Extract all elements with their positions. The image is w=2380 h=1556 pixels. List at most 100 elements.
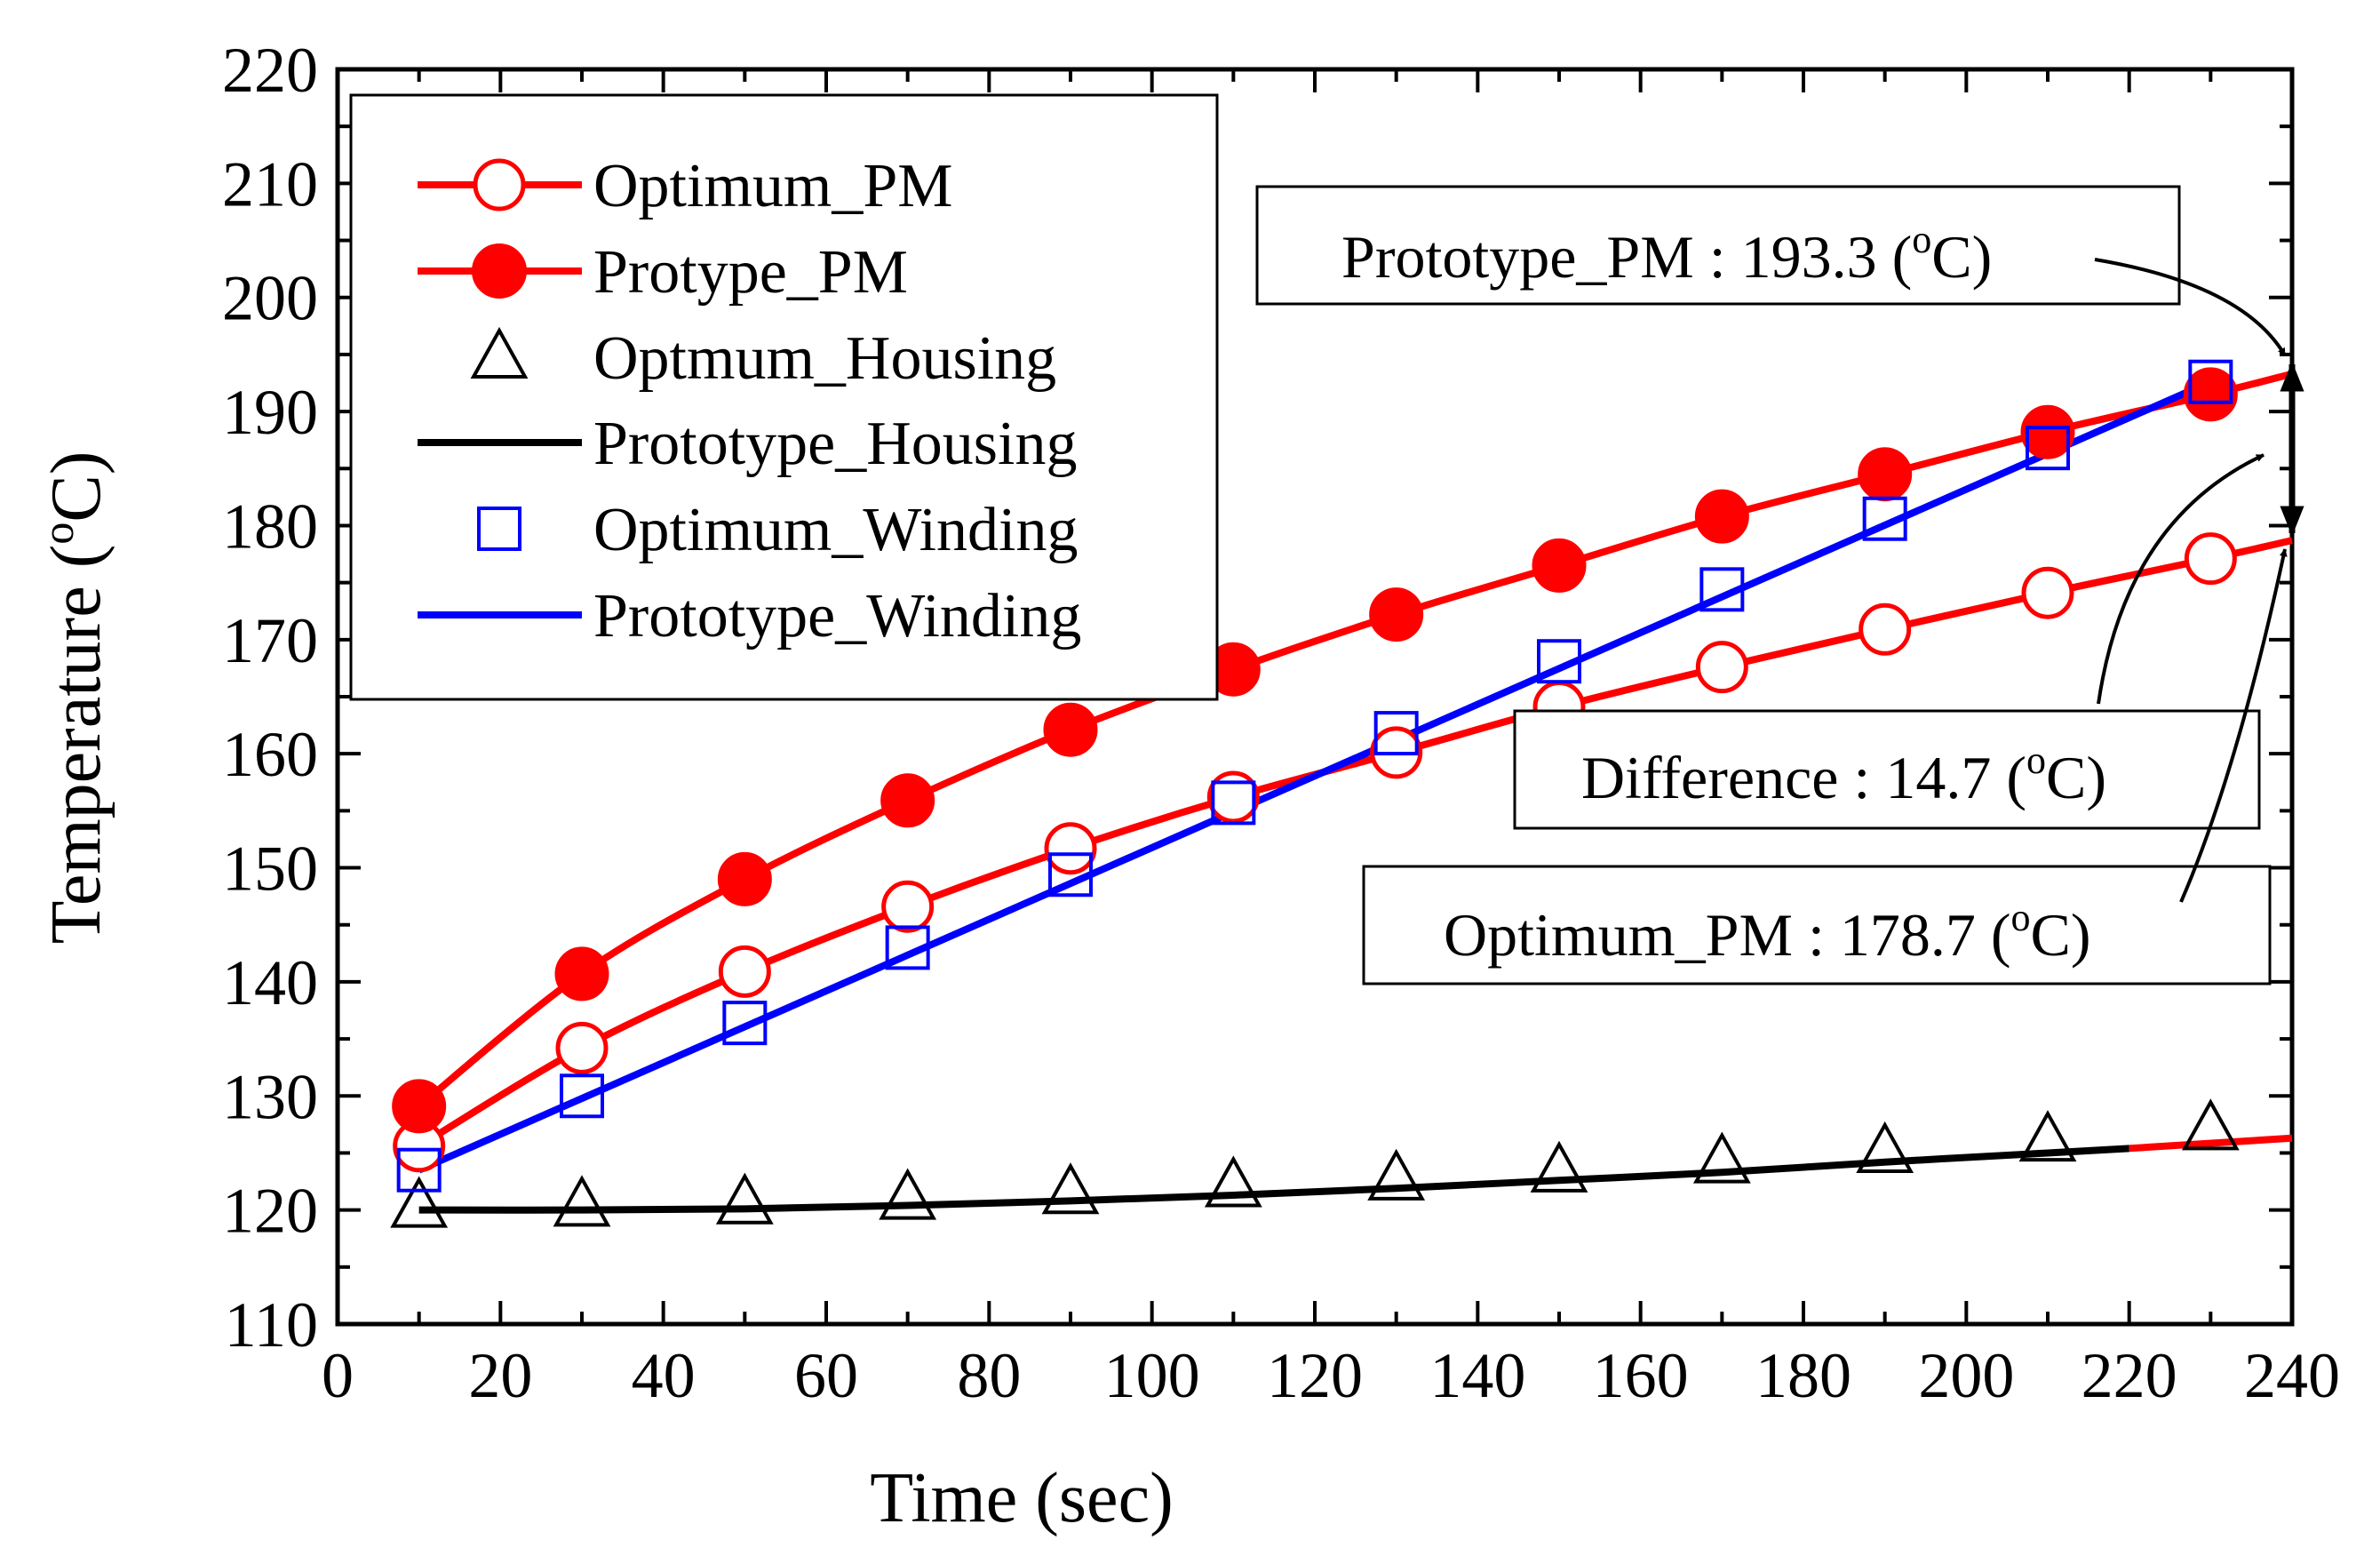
point-optimum-winding — [1373, 711, 1419, 756]
point-protype-pm — [880, 773, 935, 828]
legend-entry-optmum-housing: Optmum_Housing — [470, 324, 1056, 393]
y-tick-label: 120 — [222, 1176, 318, 1247]
x-axis: 0 20 40 60 80 100 120 140 160 180 200 220 240 — [322, 69, 2340, 1411]
point-optmum-housing — [879, 1168, 937, 1220]
x-tick-label: 100 — [1104, 1340, 1200, 1411]
annotation-optimum-pm: Optimum_PM : 178.7 (oC) — [1362, 865, 2272, 985]
annotation-sup-optimum-pm: o — [2011, 896, 2031, 939]
point-protype-pm — [717, 851, 772, 906]
point-optimum-winding — [1862, 496, 1907, 541]
legend-marker-optimum-pm — [473, 158, 526, 211]
point-protype-pm — [2183, 367, 2238, 422]
annotation-end-prototype-pm: C) — [1931, 223, 1992, 291]
legend-label-prototype-winding: Prototype_Winding — [593, 582, 1081, 650]
point-optimum-pm — [1206, 770, 1260, 824]
x-tick-label: 80 — [957, 1340, 1021, 1411]
legend-label-prototype-housing: Prototype_Housing — [593, 410, 1077, 478]
point-optimum-pm — [555, 1021, 609, 1074]
y-tick-label: 200 — [222, 263, 318, 334]
point-protype-pm — [1858, 447, 1913, 502]
series-line-prototype-housing — [418, 1145, 2129, 1214]
y-axis-title-main: Temperature ( — [37, 545, 115, 945]
point-optimum-winding — [1537, 639, 1581, 684]
point-optmum-housing — [1856, 1121, 1914, 1174]
x-tick-label: 40 — [632, 1340, 696, 1411]
annotation-end-difference: C) — [2046, 744, 2106, 811]
point-optimum-pm — [881, 880, 935, 933]
point-optmum-housing — [2181, 1098, 2240, 1151]
point-optmum-housing — [1530, 1140, 1588, 1193]
point-optimum-pm — [1859, 602, 1912, 656]
point-optimum-pm — [1695, 641, 1748, 694]
annotation-box-prototype-pm — [1255, 185, 2181, 306]
series-line-prototype-winding — [418, 379, 2212, 1174]
annotation-main-optimum-pm: Optimum_PM : 178.7 ( — [1444, 901, 2011, 969]
annotation-box-optimum-pm — [1362, 865, 2272, 985]
legend-entry-optimum-winding: Optimum_Winding — [477, 496, 1079, 564]
annotation-box-difference — [1513, 709, 2261, 830]
point-optmum-housing — [715, 1172, 774, 1225]
y-tick-label: 180 — [222, 491, 318, 562]
point-optimum-winding — [1699, 567, 1745, 612]
annotation-main-difference: Difference : 14.7 ( — [1581, 744, 2026, 811]
x-tick-label: 240 — [2244, 1340, 2340, 1411]
x-tick-label: 120 — [1267, 1340, 1363, 1411]
annotation-sup-difference: o — [2026, 738, 2046, 782]
annotation-main-prototype-pm: Prototype_PM : 193.3 ( — [1341, 223, 1912, 291]
series-layer — [390, 359, 2293, 1228]
x-tick-label: 60 — [794, 1340, 858, 1411]
point-optimum-winding — [722, 1001, 768, 1046]
y-tick-label: 110 — [225, 1289, 318, 1361]
x-tick-label: 220 — [2082, 1340, 2177, 1411]
point-optimum-pm — [2184, 532, 2237, 586]
x-tick-label: 200 — [1918, 1340, 2014, 1411]
legend-marker-optmum-housing — [470, 326, 529, 379]
point-protype-pm — [1694, 489, 1749, 544]
point-optimum-winding — [1211, 780, 1256, 826]
y-axis-title-sup: o — [33, 523, 83, 545]
legend-entry-protype-pm: Protype_PM — [418, 238, 908, 307]
y-axis-title: Temperature (oC) — [33, 451, 115, 945]
y-tick-label: 210 — [222, 148, 318, 219]
y-tick-label: 220 — [222, 35, 318, 106]
annotation-end-optimum-pm: C) — [2031, 901, 2091, 969]
point-optimum-winding — [2026, 426, 2070, 471]
legend-label-optimum-winding: Optimum_Winding — [593, 496, 1079, 564]
x-tick-label: 20 — [468, 1340, 532, 1411]
point-optmum-housing — [2018, 1110, 2077, 1162]
annotation-text-prototype-pm: Prototype_PM : 193.3 (oC) — [1341, 218, 1992, 291]
x-tick-label: 180 — [1755, 1340, 1851, 1411]
point-optimum-pm — [718, 945, 771, 998]
point-optimum-winding — [560, 1073, 604, 1119]
legend-entry-prototype-housing: Prototype_Housing — [418, 410, 1077, 478]
annotation-text-difference: Difference : 14.7 (oC) — [1581, 738, 2106, 811]
point-protype-pm — [1369, 587, 1424, 642]
point-protype-pm — [1532, 538, 1587, 593]
legend-label-protype-pm: Protype_PM — [593, 238, 908, 307]
legend: Optimum_PM Protype_PM Optmum_Housing Pro… — [349, 93, 1219, 701]
point-optimum-winding — [396, 1147, 442, 1193]
point-optimum-winding — [885, 925, 930, 970]
arrow-optimum-pm — [2179, 548, 2288, 903]
annotation-difference: Difference : 14.7 (oC) — [1513, 709, 2261, 830]
legend-label-optimum-pm: Optimum_PM — [593, 152, 953, 220]
point-protype-pm — [1043, 702, 1098, 757]
y-tick-label: 190 — [222, 377, 318, 448]
y-axis-title-end: C) — [37, 451, 115, 523]
point-optimum-winding — [2188, 359, 2233, 404]
point-protype-pm — [392, 1079, 447, 1134]
y-tick-label: 160 — [222, 719, 318, 790]
point-protype-pm — [554, 946, 609, 1001]
y-axis: 110 120 130 140 150 160 170 180 190 200 210 220 — [222, 35, 2292, 1361]
y-tick-label: 150 — [222, 834, 318, 905]
point-protype-pm — [2020, 404, 2075, 459]
point-optimum-pm — [2021, 566, 2074, 619]
point-optmum-housing — [1367, 1148, 1426, 1201]
x-axis-title: Time (sec) — [870, 1459, 1173, 1537]
x-tick-label: 160 — [1593, 1340, 1689, 1411]
series-line-extension — [2129, 1134, 2293, 1153]
legend-marker-optimum-winding — [477, 507, 521, 551]
point-optimum-winding — [1048, 852, 1093, 898]
annotation-text-optimum-pm: Optimum_PM : 178.7 (oC) — [1444, 896, 2091, 969]
annotation-sup-prototype-pm: o — [1912, 218, 1931, 261]
